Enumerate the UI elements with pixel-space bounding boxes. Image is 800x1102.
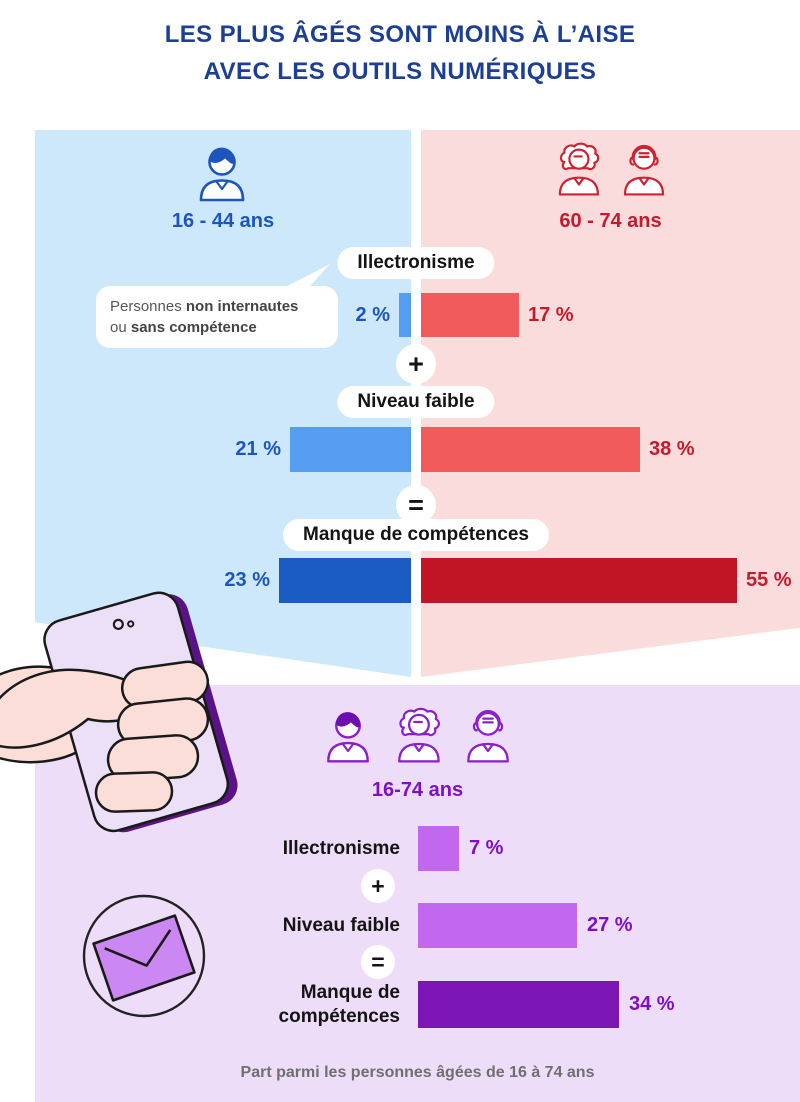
value-manque-60-74: 55 % xyxy=(746,569,792,591)
value-illectronisme-60-74: 17 % xyxy=(528,303,574,326)
group-label-60-74: 60 - 74 ans xyxy=(559,210,662,232)
page-title: LES PLUS ÂGÉS SONT MOINS À L’AISE AVEC L… xyxy=(0,16,800,90)
group-icons-60-74 xyxy=(421,141,800,199)
bar-row-illectronisme-left: 2 % xyxy=(35,293,411,337)
equals-icon: = xyxy=(396,485,436,525)
bar-manque-60-74 xyxy=(421,558,737,603)
person-young-icon xyxy=(318,706,378,766)
value-niveau-faible-16-74: 27 % xyxy=(587,914,633,936)
value-illectronisme-16-74: 7 % xyxy=(469,837,504,859)
bottom-row-illectronisme: Illectronisme 7 % xyxy=(35,826,765,871)
footnote: Part parmi les personnes âgées de 16 à 7… xyxy=(240,1064,595,1081)
bar-row-manque-right: 55 % xyxy=(421,558,800,603)
bar-illectronisme-16-74 xyxy=(418,826,459,871)
equals-icon: = xyxy=(361,945,395,979)
bar-row-illectronisme-right: 17 % xyxy=(421,293,800,337)
person-elderly-woman-icon xyxy=(549,141,607,199)
value-niveau-faible-16-44: 21 % xyxy=(235,438,281,460)
group-icons-16-74 xyxy=(35,706,800,766)
bar-niveau-faible-60-74 xyxy=(421,427,640,472)
bottom-label-manque: Manque de compétences xyxy=(278,981,400,1027)
bar-illectronisme-16-44 xyxy=(399,293,411,337)
value-manque-16-74: 34 % xyxy=(629,993,675,1015)
person-elderly-woman-icon xyxy=(388,706,448,766)
tooltip-text: Personnes xyxy=(110,298,186,315)
bar-manque-16-44 xyxy=(279,558,411,603)
illectronisme-tooltip: Personnes non internautes ou sans compét… xyxy=(96,286,338,348)
value-manque-16-44: 23 % xyxy=(224,569,270,591)
person-young-icon xyxy=(190,141,254,205)
bar-row-niveau-faible-left: 21 % xyxy=(35,427,411,472)
person-elderly-man-icon xyxy=(458,706,518,766)
bar-row-niveau-faible-right: 38 % xyxy=(421,427,800,472)
page-title-line2: AVEC LES OUTILS NUMÉRIQUES xyxy=(203,58,597,86)
bar-manque-16-74 xyxy=(418,981,619,1028)
person-elderly-man-icon xyxy=(615,141,673,199)
bar-niveau-faible-16-74 xyxy=(418,903,577,948)
smartphone-in-hand-illustration xyxy=(0,583,262,839)
group-label-16-74: 16-74 ans xyxy=(371,779,464,801)
bottom-row-niveau-faible: Niveau faible 27 % xyxy=(35,903,765,948)
category-pill-niveau-faible: Niveau faible xyxy=(337,386,495,418)
bar-illectronisme-60-74 xyxy=(421,293,519,337)
group-label-16-44: 16 - 44 ans xyxy=(171,210,275,232)
plus-icon: + xyxy=(396,344,436,384)
value-niveau-faible-60-74: 38 % xyxy=(649,438,695,460)
page-title-line1: LES PLUS ÂGÉS SONT MOINS À L’AISE xyxy=(164,21,636,48)
bottom-label-illectronisme: Illectronisme xyxy=(282,837,400,859)
envelope-icon xyxy=(80,892,208,1020)
bar-row-manque-left: 23 % xyxy=(35,558,411,603)
bar-niveau-faible-16-44 xyxy=(290,427,411,472)
category-pill-illectronisme: Illectronisme xyxy=(337,247,495,279)
plus-icon: + xyxy=(361,869,395,903)
bottom-row-manque: Manque de compétences 34 % xyxy=(35,981,765,1028)
value-illectronisme-16-44: 2 % xyxy=(355,303,390,326)
bottom-label-niveau-faible: Niveau faible xyxy=(282,914,400,936)
